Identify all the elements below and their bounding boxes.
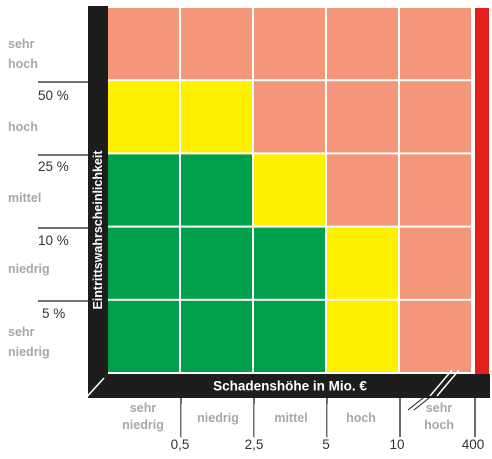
risk-cell-yellow bbox=[327, 300, 398, 372]
risk-cell-green bbox=[254, 300, 325, 372]
y-axis-bar bbox=[88, 6, 108, 398]
risk-cell-yellow bbox=[254, 154, 325, 226]
x-axis-title: Schadenshöhe in Mio. € bbox=[213, 378, 367, 394]
axis-break-mark-1 bbox=[429, 369, 453, 397]
risk-cell-salmon bbox=[327, 8, 398, 80]
x-category-hoch: hoch bbox=[346, 411, 376, 425]
risk-cell-salmon bbox=[400, 154, 471, 226]
risk-cell-yellow bbox=[181, 81, 252, 153]
risk-cell-green bbox=[181, 227, 252, 299]
red-edge-bar bbox=[475, 8, 489, 374]
axis-break-mark-2 bbox=[436, 369, 460, 397]
risk-cell-salmon bbox=[400, 300, 471, 372]
x-category-mittel: mittel bbox=[274, 411, 308, 425]
risk-cell-salmon bbox=[327, 81, 398, 153]
y-category-mittel: mittel bbox=[8, 191, 42, 205]
risk-cell-salmon bbox=[400, 8, 471, 80]
y-threshold-25: 25 % bbox=[38, 159, 69, 174]
risk-cell-salmon bbox=[254, 8, 325, 80]
risk-cell-green bbox=[108, 227, 179, 299]
risk-cell-green bbox=[108, 300, 179, 372]
x-threshold-0_5: 0,5 bbox=[170, 437, 190, 452]
x-category-break-2 bbox=[413, 393, 435, 411]
risk-cell-salmon bbox=[400, 81, 471, 153]
risk-cell-salmon bbox=[181, 8, 252, 80]
x-axis-bar bbox=[88, 374, 490, 398]
risk-cell-green bbox=[108, 154, 179, 226]
x-category-separator bbox=[181, 404, 182, 438]
y-category-hoch: hoch bbox=[8, 120, 38, 134]
x-threshold-10: 10 bbox=[389, 437, 405, 452]
y-threshold-50: 50 % bbox=[38, 88, 69, 103]
x-category-sehr-niedrig: sehr niedrig bbox=[122, 401, 164, 432]
x-category-separator bbox=[254, 404, 255, 438]
risk-cells bbox=[108, 8, 471, 372]
y-category-niedrig: niedrig bbox=[8, 262, 50, 276]
risk-cell-salmon bbox=[327, 154, 398, 226]
x-category-break-1 bbox=[407, 393, 429, 411]
x-threshold-5: 5 bbox=[322, 437, 330, 452]
risk-cell-green bbox=[254, 227, 325, 299]
y-threshold-10: 10 % bbox=[38, 233, 69, 248]
risk-cell-yellow bbox=[327, 227, 398, 299]
risk-cell-salmon bbox=[400, 227, 471, 299]
y-axis-title: Eintrittswahrscheinlichkeit bbox=[91, 150, 105, 310]
risk-cell-green bbox=[181, 154, 252, 226]
x-threshold-400: 400 bbox=[461, 437, 485, 452]
y-category-sehr-hoch: sehr hoch bbox=[8, 37, 38, 71]
y-threshold-5: 5 % bbox=[42, 306, 66, 321]
risk-cell-salmon bbox=[108, 8, 179, 80]
x-category-niedrig: niedrig bbox=[197, 411, 239, 425]
risk-cell-yellow bbox=[108, 81, 179, 153]
x-category-sehr-hoch: sehr hoch bbox=[424, 401, 454, 432]
axis-origin-break bbox=[81, 377, 105, 403]
x-category-separator bbox=[327, 404, 328, 438]
risk-cell-green bbox=[181, 300, 252, 372]
y-category-sehr-niedrig: sehr niedrig bbox=[8, 325, 50, 359]
x-threshold-2_5: 2,5 bbox=[244, 437, 264, 452]
risk-cell-salmon bbox=[254, 81, 325, 153]
